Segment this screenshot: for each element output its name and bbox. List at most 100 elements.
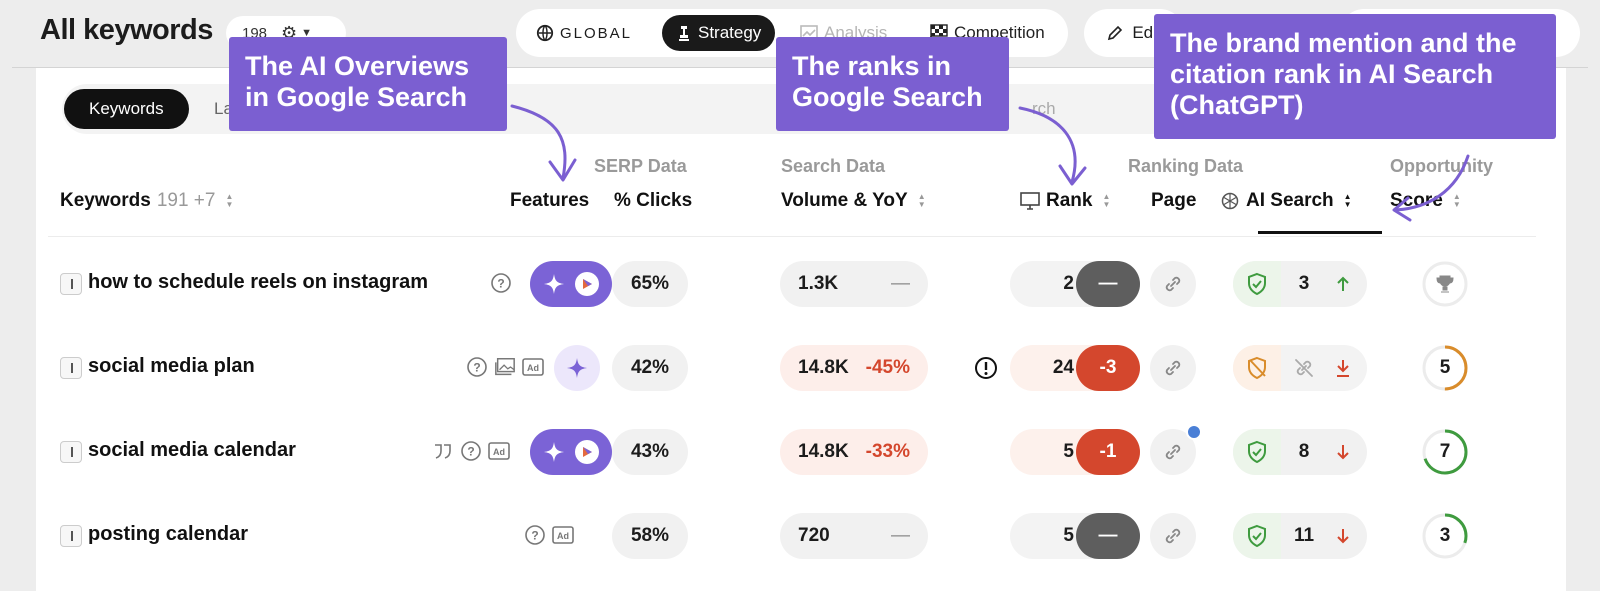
- clicks-badge: 65%: [612, 261, 688, 307]
- ai-search-badge[interactable]: 11: [1233, 513, 1367, 559]
- link-icon: [1165, 528, 1181, 544]
- keyword-text[interactable]: posting calendar: [88, 523, 249, 545]
- rank-change: —: [1076, 513, 1140, 559]
- row-checkbox[interactable]: [60, 441, 82, 463]
- callout-ranks: The ranks in Google Search: [776, 37, 1009, 131]
- sparkle-icon: [567, 358, 587, 378]
- sort-icon: ▲ ▼: [225, 192, 234, 209]
- arrow-down-icon: [1325, 345, 1361, 391]
- opportunity-score[interactable]: [1422, 261, 1468, 307]
- row-checkbox[interactable]: [60, 525, 82, 547]
- link-icon: [1165, 444, 1181, 460]
- col-keywords-label: Keywords: [60, 190, 151, 211]
- table-row[interactable]: posting calendar ? Ad 58% 720 — 5 — 11 3: [36, 494, 1566, 578]
- ad-icon: Ad: [488, 440, 510, 462]
- sort-icon: ▲ ▼: [1452, 192, 1461, 209]
- ai-overview-badge[interactable]: [554, 345, 600, 391]
- col-keywords[interactable]: Keywords 191 +7 ▲ ▼: [60, 190, 233, 212]
- mode-global[interactable]: GLOBAL: [522, 15, 646, 51]
- serp-features: ? Ad: [524, 524, 574, 546]
- volume-value: 720: [798, 525, 830, 546]
- ai-search-badge[interactable]: 3: [1233, 261, 1367, 307]
- pencil-icon: [1108, 25, 1123, 41]
- tab-keywords[interactable]: Keywords: [64, 89, 189, 129]
- svg-text:Ad: Ad: [493, 447, 505, 457]
- keyword-text[interactable]: social media calendar: [88, 439, 296, 461]
- group-serp-data: SERP Data: [594, 156, 687, 176]
- keyword-text[interactable]: social media plan: [88, 355, 255, 377]
- volume-badge: 720 —: [780, 513, 928, 559]
- score-value: 7: [1439, 441, 1451, 462]
- page-link-button[interactable]: [1150, 513, 1196, 559]
- page-link-button[interactable]: [1150, 345, 1196, 391]
- serp-features: ?: [490, 272, 512, 294]
- mode-strategy-label: Strategy: [698, 23, 762, 42]
- ai-overview-badge[interactable]: [530, 429, 612, 475]
- chess-icon: [679, 26, 689, 41]
- shield-check-icon: [1233, 261, 1281, 307]
- svg-text:?: ?: [473, 361, 480, 375]
- link-icon: [1165, 276, 1181, 292]
- mode-global-label: GLOBAL: [560, 24, 633, 42]
- ai-search-badge[interactable]: [1233, 345, 1367, 391]
- opportunity-score[interactable]: 5: [1422, 345, 1468, 391]
- yoy-value: -33%: [865, 441, 910, 462]
- table-row[interactable]: social media calendar ? Ad 43% 14.8K -33…: [36, 410, 1566, 494]
- shield-off-icon: [1233, 345, 1281, 391]
- question-icon: ?: [524, 524, 546, 546]
- desktop-icon: [1020, 192, 1040, 210]
- col-score[interactable]: Score ▲ ▼: [1390, 190, 1461, 212]
- globe-icon: [536, 24, 554, 42]
- question-icon: ?: [460, 440, 482, 462]
- sort-icon: ▲ ▼: [1102, 192, 1111, 209]
- mode-strategy[interactable]: Strategy: [662, 15, 776, 51]
- warning-icon[interactable]: [974, 356, 998, 380]
- ai-search-badge[interactable]: 8: [1233, 429, 1367, 475]
- row-checkbox[interactable]: [60, 273, 82, 295]
- divider: [48, 236, 1560, 237]
- rank-badge[interactable]: 24 -3: [1010, 345, 1140, 391]
- link-icon: [1165, 360, 1181, 376]
- shield-check-icon: [1233, 513, 1281, 559]
- serp-features: ? Ad: [466, 356, 544, 378]
- sparkle-icon: [544, 274, 564, 294]
- rank-badge[interactable]: 5 —: [1010, 513, 1140, 559]
- ai-rank-value: 8: [1298, 441, 1310, 462]
- ai-overview-badge[interactable]: [530, 261, 612, 307]
- question-icon: ?: [490, 272, 512, 294]
- opportunity-score[interactable]: 3: [1422, 513, 1468, 559]
- sparkle-icon: [544, 442, 564, 462]
- scrollbar-track[interactable]: [1536, 68, 1566, 591]
- opportunity-score[interactable]: 7: [1422, 429, 1468, 475]
- tab-search[interactable]: rch: [1032, 99, 1056, 118]
- sort-icon: ▲ ▼: [1343, 192, 1352, 209]
- rank-badge[interactable]: 5 -1: [1010, 429, 1140, 475]
- group-search-data: Search Data: [781, 156, 886, 176]
- page-link-button[interactable]: [1150, 261, 1196, 307]
- row-checkbox[interactable]: [60, 357, 82, 379]
- svg-text:?: ?: [531, 529, 538, 543]
- volume-value: 14.8K: [798, 441, 849, 462]
- brand-logo-icon: [575, 440, 599, 464]
- rank-value: 5: [1063, 525, 1074, 546]
- ad-icon: Ad: [552, 524, 574, 546]
- clicks-badge: 58%: [612, 513, 688, 559]
- rank-badge[interactable]: 2 —: [1010, 261, 1140, 307]
- table-row[interactable]: social media plan ? Ad 42% 14.8K -45% 24…: [36, 326, 1566, 410]
- yoy-value: -45%: [865, 357, 910, 378]
- tab-second[interactable]: La: [214, 99, 233, 118]
- col-rank[interactable]: Rank ▲ ▼: [1020, 190, 1110, 212]
- col-clicks[interactable]: % Clicks: [614, 190, 693, 211]
- clicks-badge: 43%: [612, 429, 688, 475]
- question-icon: ?: [466, 356, 488, 378]
- col-volume[interactable]: Volume & YoY ▲ ▼: [781, 190, 926, 212]
- trophy-icon: [1422, 261, 1468, 307]
- table-row[interactable]: how to schedule reels on instagram ? 65%…: [36, 242, 1566, 326]
- chevron-down-icon: ▼: [301, 27, 313, 39]
- callout-ai-overviews: The AI Overviews in Google Search: [229, 37, 507, 131]
- col-ai-search[interactable]: AI Search ▲ ▼: [1220, 190, 1352, 212]
- arrow-up-icon: [1325, 261, 1361, 307]
- volume-value: 14.8K: [798, 357, 849, 378]
- rank-value: 24: [1052, 357, 1074, 378]
- keyword-text[interactable]: how to schedule reels on instagram: [88, 271, 429, 293]
